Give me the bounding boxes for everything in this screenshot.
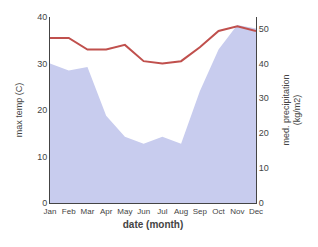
svg-text:Jan: Jan [44,207,57,216]
svg-text:30: 30 [259,93,269,103]
svg-text:50: 50 [259,24,269,34]
svg-text:Oct: Oct [212,207,225,216]
svg-text:30: 30 [37,59,47,69]
svg-text:med. precipitation(kg/m2): med. precipitation(kg/m2) [281,74,303,145]
svg-text:May: May [117,207,132,216]
svg-text:max temp (C): max temp (C) [14,83,24,138]
svg-text:date (month): date (month) [123,219,184,230]
svg-text:10: 10 [37,152,47,162]
svg-text:Aug: Aug [174,207,188,216]
svg-text:20: 20 [37,105,47,115]
svg-text:40: 40 [37,12,47,22]
svg-text:0: 0 [259,198,264,208]
svg-text:Jul: Jul [157,207,167,216]
svg-text:10: 10 [259,163,269,173]
svg-text:Sep: Sep [193,207,208,216]
svg-text:20: 20 [259,128,269,138]
svg-text:Jun: Jun [137,207,150,216]
svg-text:Nov: Nov [230,207,244,216]
svg-text:0: 0 [42,198,47,208]
svg-text:40: 40 [259,59,269,69]
svg-text:Feb: Feb [62,207,76,216]
svg-text:Dec: Dec [249,207,263,216]
svg-text:Apr: Apr [100,207,113,216]
svg-text:Mar: Mar [81,207,95,216]
